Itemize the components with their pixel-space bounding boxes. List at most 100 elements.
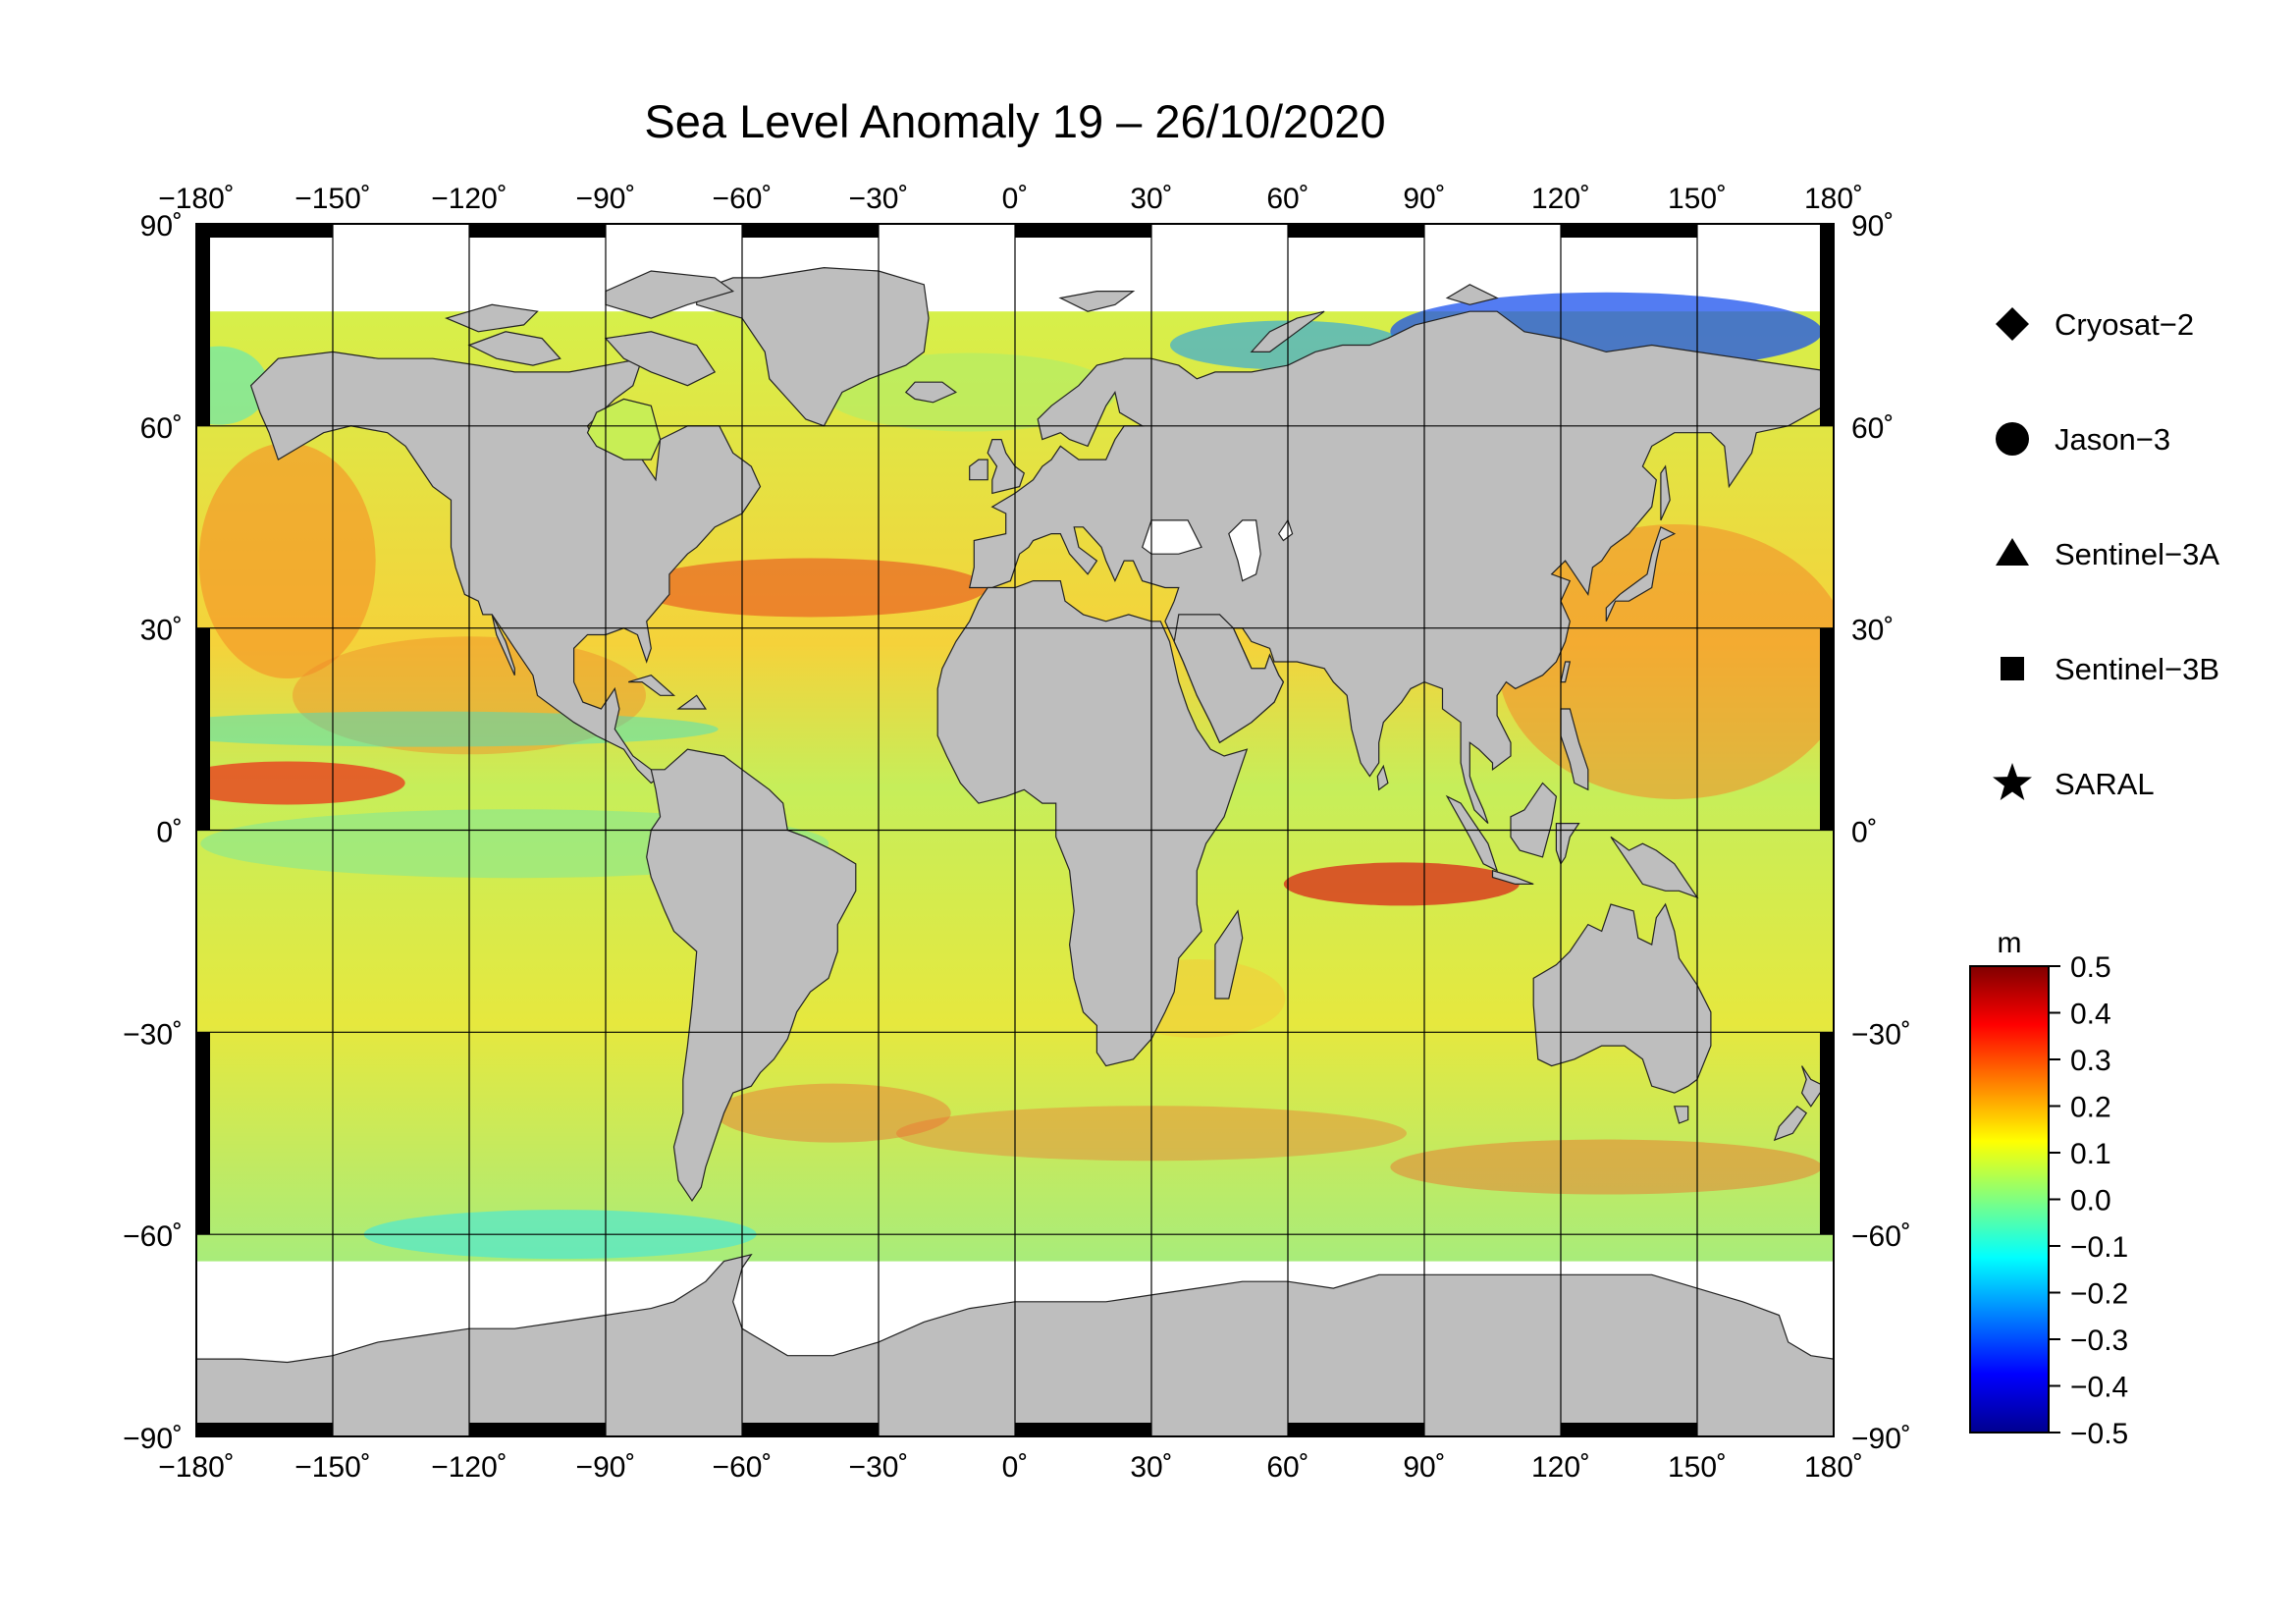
frame-bar-bottom <box>742 1423 879 1436</box>
new-guinea <box>1610 836 1699 899</box>
anomaly-patch <box>715 1083 951 1143</box>
anomaly-patch <box>196 711 719 747</box>
lat-tick-label-left: −60˚ <box>123 1220 183 1253</box>
lon-tick-label-top: −90˚ <box>576 183 636 215</box>
anomaly-patch <box>198 443 376 679</box>
svalbard <box>1058 291 1136 312</box>
lat-tick-label-right: 30˚ <box>1851 615 1894 647</box>
lat-tick-label-left: 90˚ <box>140 210 183 243</box>
frame-bar-top <box>742 224 879 238</box>
eurasia <box>968 310 1834 825</box>
frame-bar-right <box>1820 224 1834 426</box>
aral-sea <box>1277 518 1294 542</box>
legend-item-label: Cryosat−2 <box>2055 307 2194 342</box>
cuba <box>628 675 676 696</box>
sumatra <box>1445 794 1499 872</box>
canadian-arctic-3 <box>604 331 717 387</box>
lat-tick-label-right: 0˚ <box>1851 817 1878 849</box>
lat-tick-label-left: 60˚ <box>140 412 183 445</box>
axis-tick-labels: −180˚ −180˚ −150˚ −150˚ −120˚ −120˚ −90˚ −90˚ −6… <box>123 183 1911 1484</box>
lon-tick-label-bottom: 90˚ <box>1403 1451 1445 1484</box>
lon-tick-label-bottom: −30˚ <box>849 1451 909 1484</box>
diamond-icon <box>1996 307 2029 341</box>
frame-bar-right <box>1820 627 1834 831</box>
lon-tick-label-top: −150˚ <box>294 183 371 215</box>
circle-icon <box>1996 422 2029 456</box>
anomaly-patch <box>822 352 1117 432</box>
philippines <box>1560 708 1589 791</box>
colorbar-tick-label: 0.1 <box>2070 1138 2111 1170</box>
lon-tick-label-bottom: −180˚ <box>158 1451 235 1484</box>
colorbar-tick-label: −0.3 <box>2070 1325 2128 1357</box>
colorbar: m 0.5 0.4 0.3 0.2 0.1 0.0 −0.1 −0.2 −0.3 −0.4 −0.5 <box>1969 927 2128 1450</box>
triangle-icon <box>1996 538 2029 566</box>
lat-tick-label-right: 90˚ <box>1851 210 1894 243</box>
sri-lanka <box>1376 764 1389 791</box>
lat-tick-label-left: −30˚ <box>123 1018 183 1051</box>
lon-tick-label-bottom: 180˚ <box>1804 1451 1863 1484</box>
map-title: Sea Level Anomaly 19 – 26/10/2020 <box>644 95 1385 147</box>
lat-tick-label-right: −60˚ <box>1851 1220 1911 1253</box>
new-zealand-north <box>1800 1065 1826 1108</box>
lat-tick-label-left: 0˚ <box>156 817 183 849</box>
colorbar-gradient <box>1969 965 2050 1434</box>
anomaly-patch <box>1283 862 1520 906</box>
caspian-sea <box>1228 519 1261 582</box>
sakhalin <box>1660 464 1671 521</box>
lat-tick-label-left: 30˚ <box>140 615 183 647</box>
legend-item-label: Jason−3 <box>2055 422 2170 457</box>
lon-tick-label-bottom: −150˚ <box>294 1451 371 1484</box>
anomaly-patch <box>1497 524 1834 799</box>
baja-california <box>491 614 515 676</box>
colorbar-tick-label: 0.5 <box>2070 951 2111 984</box>
square-icon <box>2001 657 2024 680</box>
frame-bar-left <box>196 224 210 426</box>
lon-tick-label-top: −120˚ <box>431 183 507 215</box>
colorbar-tick-label: −0.2 <box>2070 1278 2128 1311</box>
map-frame-scale-bars <box>196 224 1834 1436</box>
frame-bar-top <box>1015 224 1151 238</box>
lon-tick-label-top: 0˚ <box>1002 183 1029 215</box>
lon-tick-label-top: 90˚ <box>1403 183 1445 215</box>
lon-tick-label-bottom: 30˚ <box>1130 1451 1172 1484</box>
legend-item-label: Sentinel−3A <box>2055 537 2219 571</box>
canadian-arctic-2 <box>605 270 735 319</box>
anomaly-patch <box>196 761 405 805</box>
colorbar-unit-label: m <box>1998 927 2022 959</box>
lon-tick-label-top: 30˚ <box>1130 183 1172 215</box>
iceland <box>904 381 957 404</box>
new-zealand-south <box>1773 1105 1808 1142</box>
colorbar-tick-label: −0.1 <box>2070 1231 2128 1264</box>
sulawesi <box>1555 822 1580 866</box>
lat-tick-label-right: −30˚ <box>1851 1018 1911 1051</box>
anomaly-patch <box>196 346 269 425</box>
borneo <box>1510 782 1558 858</box>
taiwan <box>1560 661 1572 683</box>
frame-bar-bottom <box>469 1423 606 1436</box>
anomaly-patch <box>633 558 988 618</box>
lon-tick-label-bottom: −60˚ <box>713 1451 773 1484</box>
graticule <box>196 224 1834 1436</box>
colorbar-tick-label: −0.5 <box>2070 1418 2128 1450</box>
map-area <box>196 224 1834 1436</box>
frame-bar-top <box>469 224 606 238</box>
star-icon <box>1993 763 2032 800</box>
black-sea <box>1141 519 1202 555</box>
frame-bar-right <box>1820 1032 1834 1235</box>
lon-tick-label-top: −60˚ <box>713 183 773 215</box>
colorbar-tick-label: 0.0 <box>2070 1185 2111 1217</box>
frame-bar-bottom <box>196 1423 333 1436</box>
lon-tick-label-top: 60˚ <box>1266 183 1308 215</box>
colorbar-tick-label: −0.4 <box>2070 1372 2128 1404</box>
frame-bar-top <box>1561 224 1697 238</box>
severnaya-zemlya <box>1445 284 1499 305</box>
lon-tick-label-bottom: −120˚ <box>431 1451 507 1484</box>
satellite-legend: Cryosat−2 Jason−3 Sentinel−3A Sentinel−3B SA… <box>1993 307 2219 801</box>
lon-tick-label-bottom: 120˚ <box>1531 1451 1590 1484</box>
lon-tick-label-bottom: 60˚ <box>1266 1451 1308 1484</box>
tasmania <box>1674 1106 1689 1124</box>
hispaniola <box>676 694 708 710</box>
frame-bar-left <box>196 1032 210 1235</box>
japan <box>1605 525 1677 622</box>
